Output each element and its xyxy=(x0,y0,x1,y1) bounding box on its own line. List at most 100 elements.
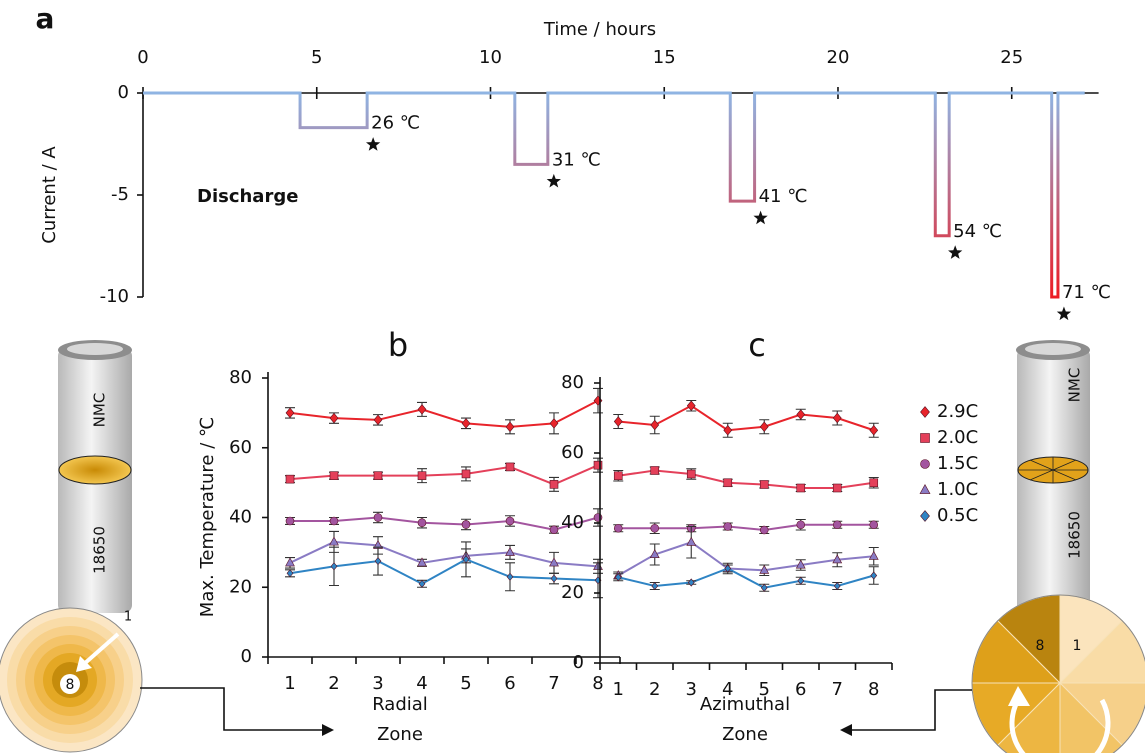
y-tick-label: 80 xyxy=(561,372,584,393)
x-tick-label: 15 xyxy=(653,47,676,68)
legend-marker xyxy=(920,459,930,469)
x-tick-label: 1 xyxy=(613,679,624,700)
marker xyxy=(549,557,559,567)
series xyxy=(613,399,879,438)
series-line xyxy=(618,523,874,532)
series xyxy=(285,387,603,435)
x-axis-title: Time / hours xyxy=(543,19,656,40)
y-tick-label: 0 xyxy=(118,82,129,103)
marker xyxy=(461,418,471,429)
marker xyxy=(759,525,769,535)
y-tick-label: 60 xyxy=(229,437,252,458)
current-line xyxy=(143,91,1085,299)
marker xyxy=(462,555,470,564)
x-tick-label: 20 xyxy=(827,47,850,68)
marker xyxy=(650,419,660,431)
x-axis-title: Radial xyxy=(372,694,428,715)
series xyxy=(613,525,879,580)
marker xyxy=(869,424,879,436)
legend-marker xyxy=(919,483,931,494)
marker xyxy=(549,418,559,429)
marker xyxy=(461,469,471,479)
x-tick-label: 6 xyxy=(504,673,515,694)
series-line xyxy=(618,469,874,489)
marker xyxy=(686,469,696,479)
pie-edge xyxy=(971,594,1145,753)
marker xyxy=(329,536,339,546)
legend-label: 0.5C xyxy=(937,505,978,526)
rotation-arrowhead xyxy=(1008,686,1030,706)
series-line xyxy=(289,540,599,568)
star xyxy=(365,137,381,151)
annotation: Discharge xyxy=(197,186,298,207)
series-line xyxy=(618,567,875,589)
marker xyxy=(686,400,696,412)
marker xyxy=(832,412,842,424)
marker xyxy=(869,478,879,488)
marker xyxy=(286,569,294,578)
marker xyxy=(724,564,732,573)
x-tick-label: 3 xyxy=(686,679,697,700)
marker xyxy=(613,471,623,481)
legend-label: 1.5C xyxy=(937,453,978,474)
zone-label: 8 xyxy=(66,677,75,693)
marker xyxy=(759,480,769,489)
series xyxy=(285,508,603,535)
arrowhead xyxy=(840,724,852,736)
series-line xyxy=(289,399,599,428)
marker xyxy=(549,480,559,489)
y-tick-label: 20 xyxy=(229,576,252,597)
annotation: 54 ℃ xyxy=(953,221,1002,242)
x-tick-label: 7 xyxy=(832,679,843,700)
marker xyxy=(797,576,805,585)
marker xyxy=(329,516,339,526)
y-axis-title: Current / A xyxy=(39,146,60,244)
marker xyxy=(330,562,338,571)
marker xyxy=(832,554,843,564)
marker xyxy=(329,471,339,480)
marker xyxy=(613,523,623,533)
marker xyxy=(505,421,515,433)
legend-label: 2.0C xyxy=(937,427,978,448)
x-tick-label: 1 xyxy=(284,673,295,694)
x-tick-label: 7 xyxy=(548,673,559,694)
marker xyxy=(650,523,660,533)
connector xyxy=(140,687,322,731)
marker xyxy=(760,583,768,592)
y-tick-label: 80 xyxy=(229,367,252,388)
marker xyxy=(285,516,295,526)
marker xyxy=(417,518,427,528)
x-axis-title: Zone xyxy=(722,724,768,745)
marker xyxy=(649,549,660,558)
marker xyxy=(614,573,622,582)
zone-label: 1 xyxy=(1073,638,1082,654)
marker xyxy=(868,550,879,560)
x-tick-label: 2 xyxy=(649,679,660,700)
cell-label: 18650 xyxy=(1066,511,1084,559)
x-tick-label: 8 xyxy=(868,679,879,700)
star xyxy=(948,245,963,259)
series-line xyxy=(290,516,599,531)
series-line xyxy=(617,541,874,577)
marker xyxy=(418,579,426,588)
x-tick-label: 4 xyxy=(416,673,427,694)
marker xyxy=(506,572,514,581)
chart-title: c xyxy=(748,326,766,364)
marker xyxy=(613,416,623,427)
radial-disc: 8 1 xyxy=(0,607,143,753)
x-tick-label: 5 xyxy=(311,47,322,68)
x-tick-label: 2 xyxy=(328,673,339,694)
marker xyxy=(285,407,295,419)
annotation: 71 ℃ xyxy=(1062,282,1111,303)
legend-marker xyxy=(920,510,930,522)
legend-marker xyxy=(920,406,930,418)
marker xyxy=(549,525,559,535)
x-tick-label: 3 xyxy=(372,673,383,694)
marker xyxy=(505,546,515,556)
y-tick-label: 60 xyxy=(561,442,584,463)
marker xyxy=(505,516,515,526)
x-tick-label: 5 xyxy=(759,679,770,700)
